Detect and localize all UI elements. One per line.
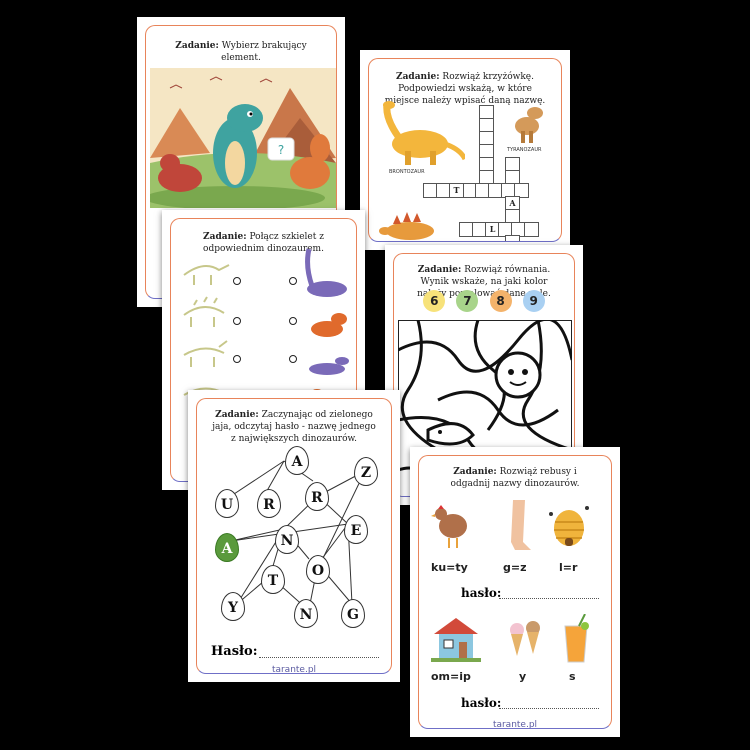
- egg-letter[interactable]: O: [306, 555, 330, 584]
- worksheet-frame: Zadanie: Rozwiąż krzyżówkę. Podpowiedzi …: [368, 58, 562, 242]
- worksheet-frame: Zadanie: Wybierz brakujący element. ?: [145, 25, 337, 299]
- rebus-clue: y: [519, 670, 527, 683]
- egg-letter[interactable]: N: [294, 599, 318, 628]
- password-line[interactable]: [499, 598, 599, 599]
- password-label: hasło:: [461, 586, 502, 600]
- color-key-7: 7: [456, 290, 479, 312]
- dinosaur-column: [305, 248, 349, 407]
- task-instruction: Zadanie: Rozwiąż równania. Wynik wskaże,…: [417, 265, 551, 299]
- match-dot-right[interactable]: [289, 317, 297, 325]
- juice-glass-icon: [564, 614, 589, 663]
- crossword-grid[interactable]: T A L: [423, 105, 559, 241]
- tyrannosaurus-illustration: [515, 107, 543, 143]
- worksheet-frame: Zadanie: Zaczynając od zielonego jaja, o…: [196, 398, 392, 674]
- egg-letter[interactable]: A: [285, 446, 309, 475]
- leg-icon: [511, 500, 531, 550]
- task-instruction: Zadanie: Zaczynając od zielonego jaja, o…: [212, 410, 376, 444]
- crossword-letter-l: L: [485, 222, 500, 237]
- egg-letter[interactable]: Z: [354, 457, 378, 486]
- color-key-6: 6: [423, 290, 446, 312]
- egg-letter[interactable]: T: [261, 565, 285, 594]
- label-brontozaur: BRONTOZAUR: [389, 169, 425, 175]
- brontosaurus-illustration: [383, 101, 465, 165]
- egg-letter[interactable]: U: [215, 489, 239, 518]
- start-egg[interactable]: A: [215, 533, 239, 562]
- match-dot-left[interactable]: [233, 317, 241, 325]
- password-line[interactable]: [259, 657, 379, 658]
- egg-letter[interactable]: G: [341, 599, 365, 628]
- task-instruction: Zadanie: Wybierz brakujący element.: [175, 41, 307, 63]
- password-label: Hasło:: [211, 644, 258, 659]
- rebus-clue: g=z: [503, 561, 527, 574]
- match-dot-right[interactable]: [289, 355, 297, 363]
- password-label: hasło:: [461, 696, 502, 710]
- task-instruction: Zadanie: Rozwiąż krzyżówkę. Podpowiedzi …: [384, 72, 546, 106]
- rebus-clue: s: [569, 670, 576, 683]
- egg-letter[interactable]: E: [344, 515, 368, 544]
- color-key-8: 8: [489, 290, 512, 312]
- svg-text:?: ?: [278, 143, 284, 157]
- dinosaur-illustration: ?: [150, 68, 336, 208]
- match-dot-left[interactable]: [233, 355, 241, 363]
- stegosaurus-illustration: [379, 212, 434, 240]
- skeleton-column: [183, 264, 230, 405]
- task-instruction: Zadanie: Rozwiąż rebusy i odgadnij nazwy…: [450, 467, 580, 489]
- worksheet-missing-element: Zadanie: Wybierz brakujący element. ?: [137, 17, 345, 307]
- ice-cream-icon: [510, 621, 540, 656]
- hen-icon: [431, 505, 467, 548]
- rebus-clue: om=ip: [431, 670, 471, 683]
- color-key: 6 7 8 9: [394, 290, 574, 312]
- brand-logo: tarante.pl: [197, 665, 391, 673]
- egg-letter[interactable]: R: [257, 489, 281, 518]
- beehive-icon: [549, 506, 589, 546]
- worksheet-crossword: Zadanie: Rozwiąż krzyżówkę. Podpowiedzi …: [360, 50, 570, 250]
- match-dot-right[interactable]: [289, 277, 297, 285]
- label-tyranozaur: TYRANOZAUR: [507, 147, 542, 153]
- brand-logo: tarante.pl: [419, 720, 611, 728]
- color-key-9: 9: [522, 290, 545, 312]
- rebus-clue: l=r: [559, 561, 578, 574]
- worksheet-rebus: Zadanie: Rozwiąż rebusy i odgadnij nazwy…: [410, 447, 620, 737]
- egg-letter[interactable]: R: [305, 482, 329, 511]
- match-dot-left[interactable]: [233, 277, 241, 285]
- egg-letter[interactable]: Y: [221, 592, 245, 621]
- worksheet-egg-maze: Zadanie: Zaczynając od zielonego jaja, o…: [188, 390, 400, 682]
- rebus-clue: ku=ty: [431, 561, 468, 574]
- egg-letter[interactable]: N: [275, 525, 299, 554]
- worksheet-frame: Zadanie: Rozwiąż rebusy i odgadnij nazwy…: [418, 455, 612, 729]
- house-icon: [431, 618, 481, 662]
- crossword-letter-t: T: [449, 183, 464, 198]
- password-line[interactable]: [499, 708, 599, 709]
- task-instruction: Zadanie: Połącz szkielet z odpowiednim d…: [203, 232, 324, 254]
